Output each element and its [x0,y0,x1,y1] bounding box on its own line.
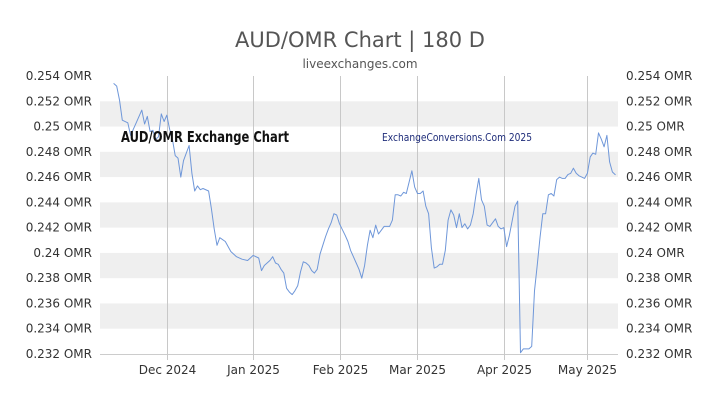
y-axis-left: 0.254 OMR 0.252 OMR 0.25 OMR 0.248 OMR 0.246… [26,69,92,361]
series-layer [113,83,616,354]
x-axis-ticks: Dec 2024 Jan 2025 Feb 2025 Mar 2025 Apr 2025… [139,354,617,377]
annotation-left: AUD/OMR Exchange Chart [121,128,289,146]
y-tick-label-right: 0.24 OMR [626,246,685,260]
y-tick-label-right: 0.248 OMR [626,145,692,159]
y-tick-label-right: 0.238 OMR [626,271,692,285]
grid-band [100,202,618,228]
grid-band [100,151,618,178]
vertical-gridlines [167,76,588,354]
x-tick-label: Dec 2024 [139,363,197,377]
y-tick-label-right: 0.236 OMR [626,296,692,310]
background-bands [100,101,618,329]
y-tick-label-right: 0.254 OMR [626,69,692,83]
y-tick-label-left: 0.254 OMR [26,69,92,83]
y-tick-label-left: 0.248 OMR [26,145,92,159]
y-tick-label-right: 0.246 OMR [626,170,692,184]
y-tick-label-left: 0.242 OMR [26,221,92,235]
x-tick-label: Feb 2025 [313,363,369,377]
series-line [113,83,616,354]
y-tick-label-left: 0.246 OMR [26,170,92,184]
y-tick-label-right: 0.244 OMR [626,195,692,209]
y-tick-label-left: 0.238 OMR [26,271,92,285]
y-tick-label-left: 0.252 OMR [26,94,92,108]
y-tick-label-right: 0.25 OMR [626,120,685,134]
y-tick-label-right: 0.252 OMR [626,94,692,108]
y-tick-label-left: 0.236 OMR [26,296,92,310]
x-tick-label: Mar 2025 [389,363,446,377]
y-tick-label-right: 0.234 OMR [626,322,692,336]
y-tick-label-left: 0.232 OMR [26,347,92,361]
x-tick-label: May 2025 [558,363,617,377]
y-tick-label-left: 0.24 OMR [33,246,92,260]
y-tick-label-left: 0.25 OMR [33,120,92,134]
y-tick-label-left: 0.234 OMR [26,322,92,336]
x-tick-label: Jan 2025 [226,363,280,377]
y-tick-label-left: 0.244 OMR [26,195,92,209]
y-tick-label-right: 0.242 OMR [626,221,692,235]
x-tick-label: Apr 2025 [477,363,532,377]
grid-band [100,252,618,279]
grid-band [100,101,618,127]
chart-title: AUD/OMR Chart | 180 D [235,28,485,53]
grid-band [100,303,618,329]
y-axis-right: 0.254 OMR 0.252 OMR 0.25 OMR 0.248 OMR 0.246… [626,69,692,361]
y-tick-label-right: 0.232 OMR [626,347,692,361]
chart-subtitle: liveexchanges.com [302,57,417,71]
annotation-right: ExchangeConversions.Com 2025 [382,131,532,144]
